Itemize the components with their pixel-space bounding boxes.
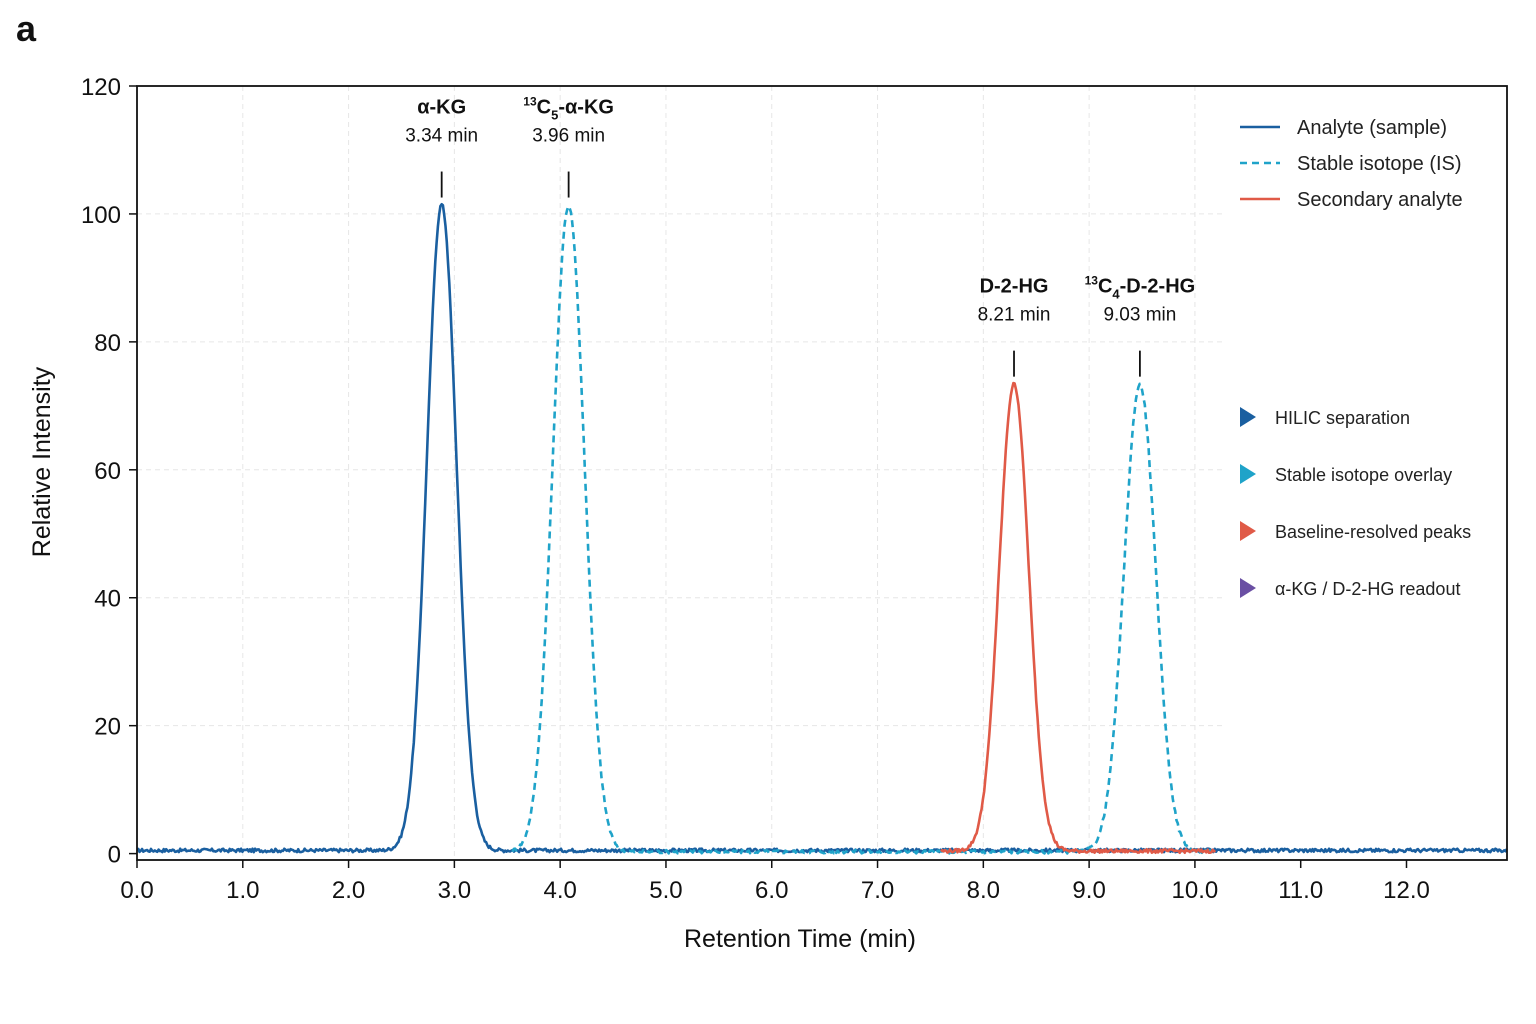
peak-time-label: 3.34 min <box>405 126 478 147</box>
legend-label: Secondary analyte <box>1297 189 1463 211</box>
peak-name-label: α-KG <box>417 97 466 119</box>
x-tick-label: 3.0 <box>438 877 471 904</box>
y-tick-label: 60 <box>94 458 121 485</box>
peak-name-label: D-2-HG <box>980 276 1049 298</box>
isotope-element: C <box>537 97 551 119</box>
y-tick-label: 40 <box>94 586 121 613</box>
x-tick-label: 11.0 <box>1278 877 1323 904</box>
peak-time-label: 8.21 min <box>978 305 1051 326</box>
legend-label: Stable isotope (IS) <box>1297 153 1462 175</box>
triangle-bullet-icon <box>1240 521 1256 541</box>
y-tick-label: 20 <box>94 714 121 741</box>
x-tick-label: 5.0 <box>649 877 682 904</box>
x-tick-label: 1.0 <box>226 877 259 904</box>
peak-name-rest: -D-2-HG <box>1120 276 1196 298</box>
isotope-superscript: 13 <box>1085 274 1099 288</box>
x-tick-label: 8.0 <box>967 877 1000 904</box>
note-label: α-KG / D-2-HG readout <box>1275 579 1460 599</box>
isotope-element: C <box>1098 276 1112 298</box>
x-tick-label: 12.0 <box>1383 877 1430 904</box>
series-lines <box>136 202 1508 855</box>
x-tick-label: 4.0 <box>543 877 576 904</box>
triangle-bullet-icon <box>1240 464 1256 484</box>
grid-lines <box>137 86 1222 860</box>
axes: 0.0 1.0 2.0 3.0 4.0 5.0 6.0 7.0 8.0 9.0 10.0 11.0 12… <box>81 74 1508 904</box>
note-label: Baseline-resolved peaks <box>1275 522 1471 542</box>
x-tick-label: 0.0 <box>120 877 153 904</box>
plot-frame <box>136 85 1508 861</box>
legend-label: Analyte (sample) <box>1297 117 1447 139</box>
peak-name-rest: -α-KG <box>558 97 614 119</box>
isotope-superscript: 13 <box>523 95 537 109</box>
peak-time-label: 3.96 min <box>532 126 605 147</box>
isotope-subscript: 4 <box>1112 287 1120 302</box>
series-line-2 <box>511 204 1217 855</box>
x-tick-label: 2.0 <box>332 877 365 904</box>
x-tick-label: 6.0 <box>755 877 788 904</box>
y-tick-label: 120 <box>81 74 121 101</box>
triangle-bullet-icon <box>1240 407 1256 427</box>
y-tick-label: 100 <box>81 202 121 229</box>
feature-notes: HILIC separation Stable isotope overlay Ba… <box>1240 407 1471 599</box>
peak-name-label: 13C5-α-KG <box>523 95 614 123</box>
x-tick-label: 10.0 <box>1172 877 1219 904</box>
x-axis-label: Retention Time (min) <box>684 925 916 953</box>
note-label: HILIC separation <box>1275 408 1410 428</box>
peak-time-label: 9.03 min <box>1103 305 1176 326</box>
y-tick-label: 0 <box>108 842 121 869</box>
x-tick-label: 7.0 <box>861 877 894 904</box>
series-line-3 <box>940 381 1217 855</box>
y-tick-label: 80 <box>94 330 121 357</box>
note-label: Stable isotope overlay <box>1275 465 1452 485</box>
panel-label: a <box>16 8 37 49</box>
peak-name-label: 13C4-D-2-HG <box>1085 274 1196 302</box>
x-tick-label: 9.0 <box>1072 877 1105 904</box>
isotope-subscript: 5 <box>551 108 558 123</box>
legend: Analyte (sample) Stable isotope (IS) Secon… <box>1240 117 1463 211</box>
triangle-bullet-icon <box>1240 578 1256 598</box>
y-axis-label: Relative Intensity <box>28 366 56 557</box>
